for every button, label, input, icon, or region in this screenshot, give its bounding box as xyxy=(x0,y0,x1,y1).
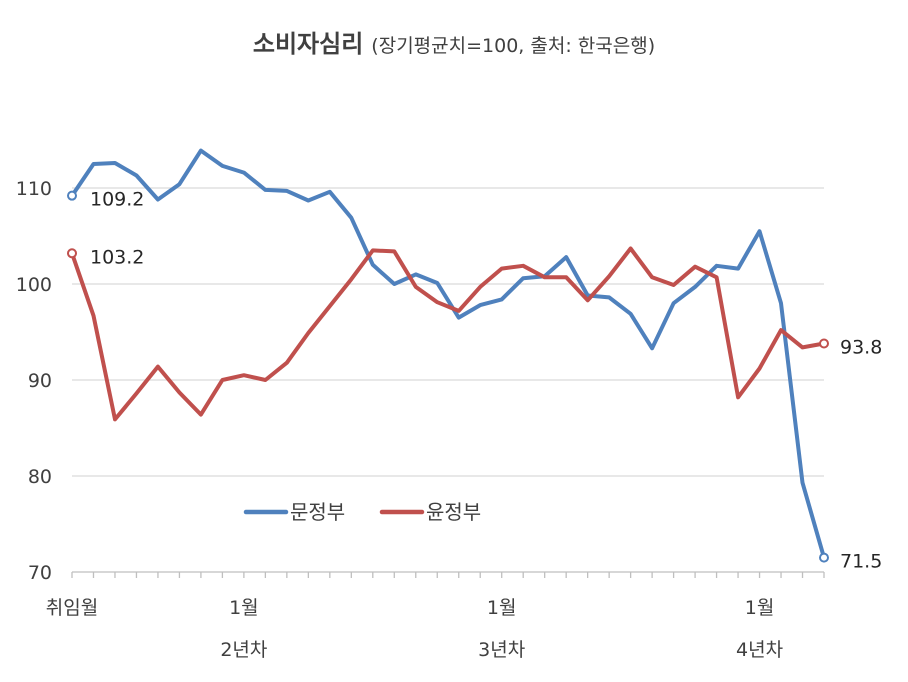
legend-label-1: 문정부 xyxy=(290,500,345,524)
legend-label-2: 윤정부 xyxy=(426,500,481,524)
y-tick-label: 70 xyxy=(28,562,52,584)
chart-title: 소비자심리 xyxy=(252,30,364,58)
end-marker xyxy=(819,552,829,563)
series-line-1 xyxy=(70,148,826,560)
x-tick-label: 1월 xyxy=(229,597,259,619)
x-tick-sublabel: 2년차 xyxy=(220,639,267,661)
y-tick-label: 100 xyxy=(16,274,52,296)
x-tick-label: 취임월 xyxy=(46,597,98,619)
end-value-label: 93.8 xyxy=(840,337,882,359)
chart-title-block: 소비자심리 (장기평균치=100, 출처: 한국은행) xyxy=(0,24,908,59)
start-marker xyxy=(67,248,77,259)
start-value-label: 103.2 xyxy=(90,246,144,268)
x-tick-sublabel: 3년차 xyxy=(478,639,525,661)
end-value-label: 71.5 xyxy=(840,551,882,573)
y-tick-label: 90 xyxy=(28,370,52,392)
series-line-2 xyxy=(70,246,826,422)
start-value-label: 109.2 xyxy=(90,189,144,211)
end-marker xyxy=(819,338,829,349)
x-tick-label: 1월 xyxy=(487,597,517,619)
y-tick-label: 80 xyxy=(28,466,52,488)
start-marker xyxy=(67,190,77,201)
chart-subtitle: (장기평균치=100, 출처: 한국은행) xyxy=(371,35,656,57)
y-tick-label: 110 xyxy=(16,178,52,200)
x-tick-sublabel: 4년차 xyxy=(736,639,783,661)
x-tick-label: 1월 xyxy=(745,597,775,619)
